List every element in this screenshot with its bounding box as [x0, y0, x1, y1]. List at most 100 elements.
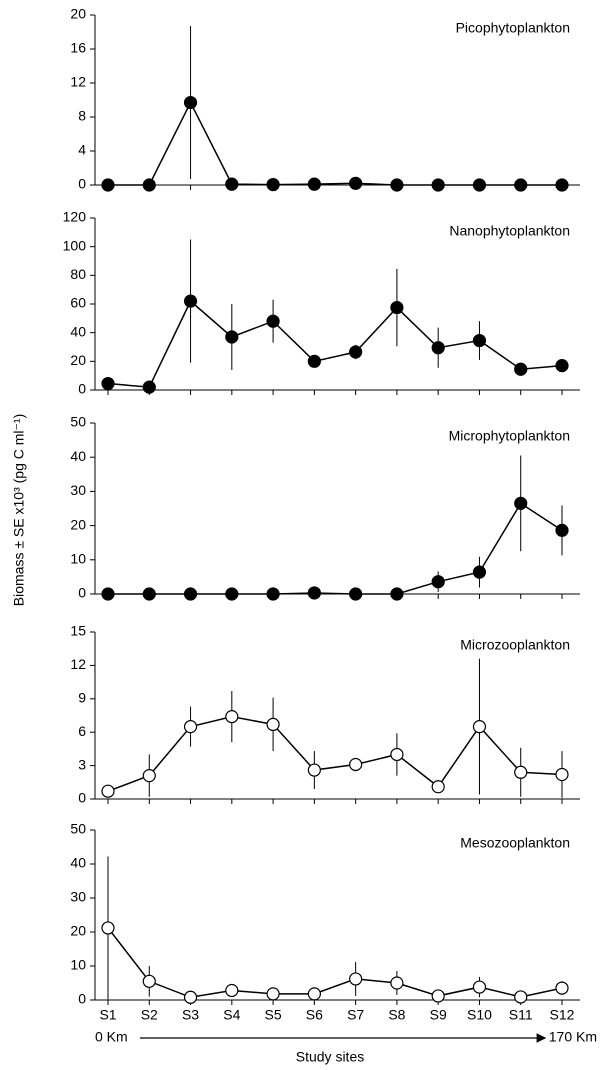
marker: [101, 921, 115, 935]
x-tick-label: S9: [430, 1007, 447, 1023]
y-tick-label: 40: [70, 323, 86, 339]
panel-title: Microzooplankton: [460, 637, 570, 653]
marker: [101, 784, 115, 798]
y-tick-label: 8: [78, 108, 86, 124]
marker: [266, 717, 280, 732]
marker: [390, 747, 404, 762]
x-tick-label: S4: [223, 1007, 240, 1023]
marker: [307, 177, 321, 191]
marker: [101, 376, 115, 391]
y-tick-label: 10: [70, 957, 86, 973]
y-tick-label: 15: [70, 623, 86, 639]
x-tick-label: S7: [347, 1007, 364, 1023]
y-tick-label: 16: [70, 40, 86, 56]
marker: [349, 176, 363, 190]
marker: [472, 980, 487, 994]
x-tick-label: S3: [182, 1007, 199, 1023]
marker: [349, 757, 363, 772]
marker: [142, 974, 156, 988]
y-tick-label: 6: [78, 723, 86, 739]
y-tick-label: 120: [63, 209, 87, 225]
marker: [225, 587, 239, 601]
series-line: [108, 100, 562, 186]
marker: [431, 575, 445, 589]
x-tick-label: S12: [550, 1007, 575, 1023]
x-tick-label: S5: [265, 1007, 282, 1023]
marker: [555, 178, 569, 192]
marker: [101, 178, 115, 192]
panel-title: Microphytoplankton: [449, 428, 570, 444]
panel-title: Picophytoplankton: [456, 20, 570, 36]
marker: [307, 763, 321, 777]
x-tick-label: S6: [306, 1007, 323, 1023]
y-tick-label: 20: [70, 516, 86, 532]
y-tick-label: 40: [70, 448, 86, 464]
marker: [307, 586, 321, 600]
marker: [390, 587, 404, 601]
x-axis-label: Study sites: [296, 1049, 364, 1065]
marker: [431, 989, 445, 1003]
marker: [431, 178, 445, 192]
y-tick-label: 100: [63, 237, 87, 253]
y-tick-label: 30: [70, 482, 86, 498]
x-end-label: 170 Km: [549, 1029, 597, 1045]
y-tick-label: 4: [78, 142, 86, 158]
marker: [142, 769, 156, 783]
marker: [101, 587, 115, 601]
marker: [142, 178, 156, 192]
marker: [307, 354, 321, 368]
marker: [514, 765, 528, 779]
marker: [555, 981, 569, 995]
y-tick-label: 3: [78, 756, 86, 772]
marker: [266, 177, 280, 192]
marker: [142, 587, 156, 601]
marker: [183, 294, 198, 308]
y-tick-label: 0: [78, 790, 86, 806]
marker: [514, 178, 528, 192]
marker: [514, 990, 528, 1004]
marker: [349, 587, 363, 601]
y-tick-label: 50: [70, 414, 86, 430]
marker: [307, 987, 321, 1001]
y-tick-label: 60: [70, 295, 86, 311]
y-tick-label: 40: [70, 855, 86, 871]
marker: [225, 710, 239, 724]
x-start-label: 0 Km: [95, 1029, 128, 1045]
series-line: [107, 299, 563, 388]
marker: [225, 330, 239, 344]
x-tick-label: S2: [141, 1007, 158, 1023]
y-tick-label: 0: [78, 585, 86, 601]
panel-title: Mesozooplankton: [460, 835, 570, 851]
marker: [183, 990, 198, 1004]
y-tick-label: 0: [78, 381, 86, 397]
marker: [266, 314, 280, 328]
y-tick-label: 12: [70, 74, 86, 90]
x-tick-label: S8: [388, 1007, 405, 1023]
y-axis-label: Biomass ± SE x10³ (pg C ml⁻¹): [11, 414, 27, 606]
y-tick-label: 20: [70, 6, 86, 22]
marker: [431, 780, 445, 794]
y-tick-label: 10: [70, 551, 86, 567]
x-tick-label: S1: [99, 1007, 116, 1023]
series-line: [107, 927, 563, 999]
marker: [472, 178, 487, 192]
marker: [183, 720, 198, 734]
marker: [225, 177, 239, 191]
marker: [514, 362, 528, 376]
marker: [390, 300, 404, 315]
y-tick-label: 30: [70, 889, 86, 905]
marker: [183, 587, 198, 601]
y-tick-label: 0: [78, 176, 86, 192]
marker: [266, 987, 280, 1001]
y-tick-label: 20: [70, 923, 86, 939]
y-tick-label: 12: [70, 656, 86, 672]
marker: [183, 95, 198, 110]
marker: [555, 767, 569, 782]
marker: [349, 345, 363, 359]
marker: [225, 983, 239, 998]
panel-title: Nanophytoplankton: [449, 223, 570, 239]
y-tick-label: 80: [70, 266, 86, 282]
series-line: [108, 502, 563, 595]
marker: [472, 720, 487, 734]
